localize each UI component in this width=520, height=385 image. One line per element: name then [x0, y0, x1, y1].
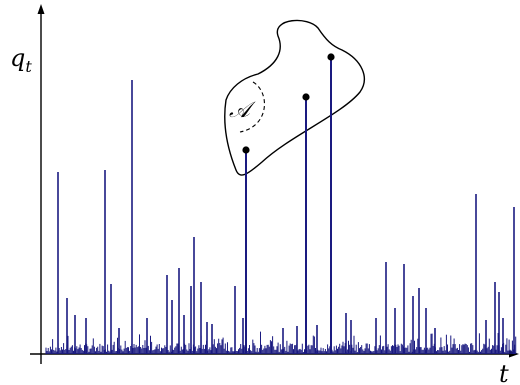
highlighted-points	[242, 53, 335, 354]
point-1	[242, 146, 250, 154]
y-axis-symbol: q	[10, 44, 25, 72]
point-3	[327, 53, 335, 61]
subset-boundary	[239, 81, 265, 133]
axes	[30, 4, 519, 364]
y-axis-subscript: t	[25, 57, 32, 76]
x-axis-label: t	[499, 360, 509, 385]
y-axis-arrow	[37, 4, 45, 14]
region-outline	[224, 19, 365, 176]
point-2	[302, 93, 310, 101]
y-axis-label: qt	[10, 44, 32, 76]
spike-series	[45, 80, 517, 354]
set-label: 𝒜	[229, 98, 256, 123]
